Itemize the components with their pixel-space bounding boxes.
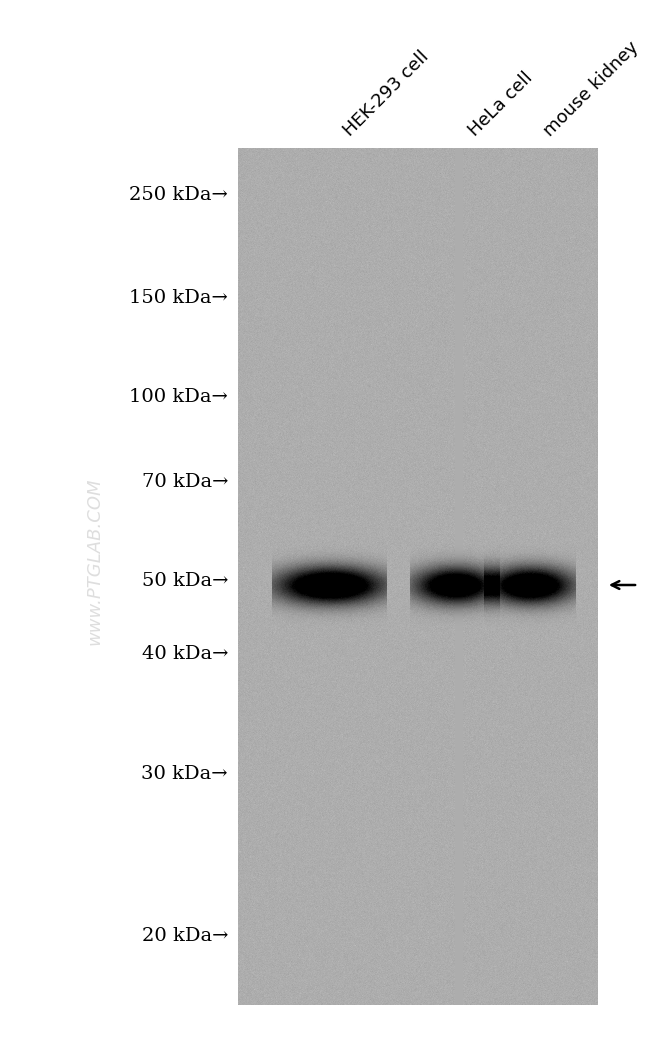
Text: www.PTGLAB.COM: www.PTGLAB.COM	[85, 477, 103, 645]
Text: mouse kidney: mouse kidney	[540, 38, 642, 140]
Text: 70 kDa→: 70 kDa→	[142, 473, 228, 491]
Text: 20 kDa→: 20 kDa→	[142, 928, 228, 945]
Text: HeLa cell: HeLa cell	[465, 69, 536, 140]
Text: 150 kDa→: 150 kDa→	[129, 289, 228, 307]
Text: 250 kDa→: 250 kDa→	[129, 186, 228, 204]
Text: 40 kDa→: 40 kDa→	[142, 644, 228, 663]
Text: HEK-293 cell: HEK-293 cell	[340, 48, 432, 140]
Text: 50 kDa→: 50 kDa→	[142, 571, 228, 590]
Text: 100 kDa→: 100 kDa→	[129, 388, 228, 405]
Text: 30 kDa→: 30 kDa→	[142, 765, 228, 782]
